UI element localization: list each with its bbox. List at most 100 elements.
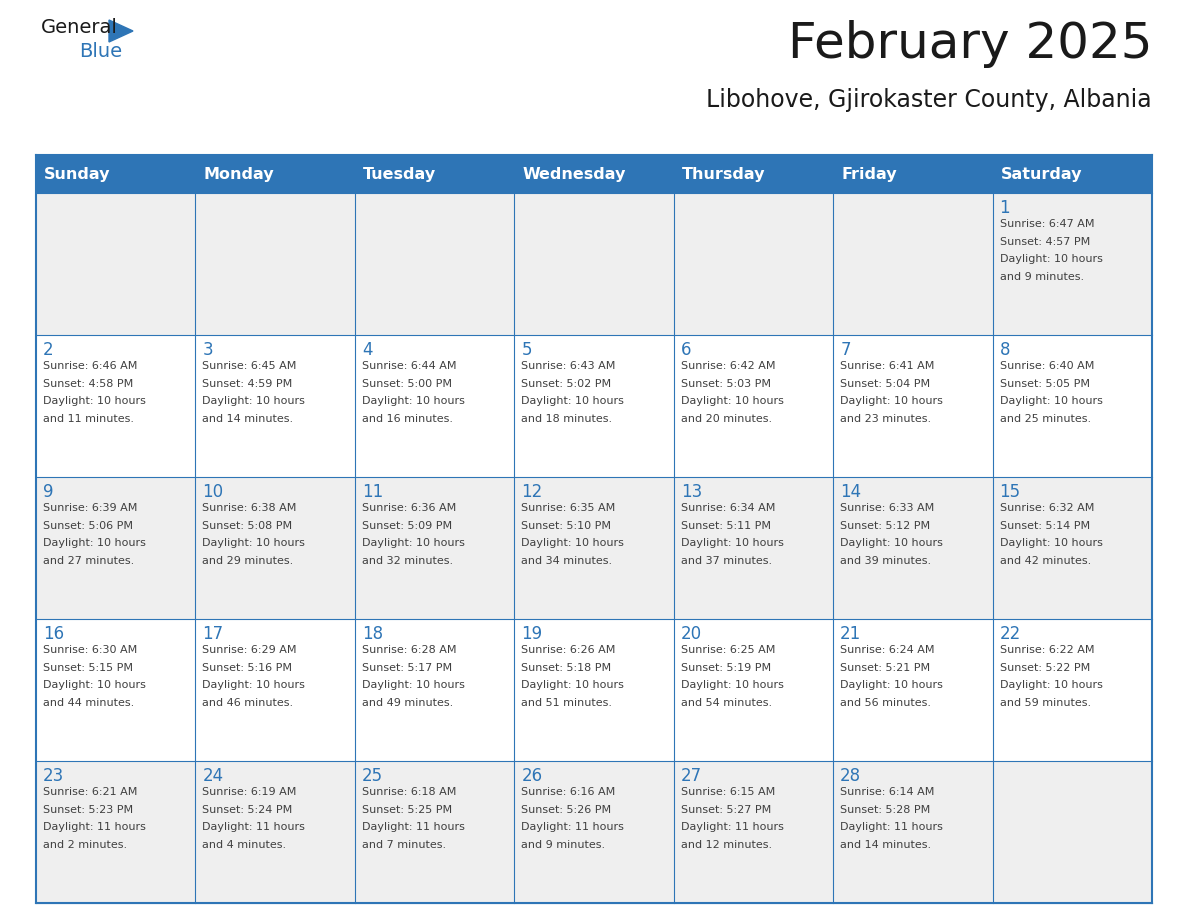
Text: 20: 20 <box>681 625 702 643</box>
Text: Sunset: 5:02 PM: Sunset: 5:02 PM <box>522 378 612 388</box>
Text: Sunrise: 6:42 AM: Sunrise: 6:42 AM <box>681 361 776 371</box>
Text: and 12 minutes.: and 12 minutes. <box>681 839 772 849</box>
Text: Daylight: 10 hours: Daylight: 10 hours <box>522 680 624 690</box>
Text: Daylight: 10 hours: Daylight: 10 hours <box>43 680 146 690</box>
Text: Sunset: 5:22 PM: Sunset: 5:22 PM <box>999 663 1089 673</box>
Text: Sunset: 5:08 PM: Sunset: 5:08 PM <box>202 521 292 531</box>
Text: Libohove, Gjirokaster County, Albania: Libohove, Gjirokaster County, Albania <box>707 88 1152 112</box>
Text: Saturday: Saturday <box>1000 166 1082 182</box>
Text: Sunrise: 6:40 AM: Sunrise: 6:40 AM <box>999 361 1094 371</box>
Text: and 59 minutes.: and 59 minutes. <box>999 698 1091 708</box>
Text: 5: 5 <box>522 341 532 359</box>
Text: and 25 minutes.: and 25 minutes. <box>999 413 1091 423</box>
Text: and 39 minutes.: and 39 minutes. <box>840 555 931 565</box>
Text: Daylight: 10 hours: Daylight: 10 hours <box>681 680 784 690</box>
Text: Sunset: 5:05 PM: Sunset: 5:05 PM <box>999 378 1089 388</box>
Bar <box>196 335 355 477</box>
Text: Daylight: 10 hours: Daylight: 10 hours <box>43 538 146 548</box>
Text: Sunset: 5:23 PM: Sunset: 5:23 PM <box>43 804 133 814</box>
Text: Sunrise: 6:15 AM: Sunrise: 6:15 AM <box>681 787 775 797</box>
Text: Sunrise: 6:18 AM: Sunrise: 6:18 AM <box>362 787 456 797</box>
Text: Sunset: 5:19 PM: Sunset: 5:19 PM <box>681 663 771 673</box>
Text: 15: 15 <box>999 483 1020 501</box>
Text: Daylight: 10 hours: Daylight: 10 hours <box>999 396 1102 406</box>
Text: Sunset: 5:06 PM: Sunset: 5:06 PM <box>43 521 133 531</box>
Bar <box>196 761 355 903</box>
Text: Blue: Blue <box>78 42 122 61</box>
Text: Sunrise: 6:26 AM: Sunrise: 6:26 AM <box>522 645 615 655</box>
Text: and 2 minutes.: and 2 minutes. <box>43 839 127 849</box>
Text: and 4 minutes.: and 4 minutes. <box>202 839 286 849</box>
Bar <box>355 619 514 761</box>
Text: and 27 minutes.: and 27 minutes. <box>43 555 134 565</box>
Text: Sunset: 5:11 PM: Sunset: 5:11 PM <box>681 521 771 531</box>
Text: Daylight: 10 hours: Daylight: 10 hours <box>999 680 1102 690</box>
Bar <box>674 155 833 193</box>
Text: 23: 23 <box>43 767 64 785</box>
Text: and 46 minutes.: and 46 minutes. <box>202 698 293 708</box>
Text: Sunrise: 6:29 AM: Sunrise: 6:29 AM <box>202 645 297 655</box>
Text: 22: 22 <box>999 625 1020 643</box>
Text: Sunset: 5:27 PM: Sunset: 5:27 PM <box>681 804 771 814</box>
Bar <box>514 155 674 193</box>
Text: Daylight: 11 hours: Daylight: 11 hours <box>202 822 305 832</box>
Text: and 56 minutes.: and 56 minutes. <box>840 698 931 708</box>
Text: Daylight: 10 hours: Daylight: 10 hours <box>202 396 305 406</box>
Bar <box>674 477 833 619</box>
Text: and 14 minutes.: and 14 minutes. <box>202 413 293 423</box>
Text: Sunrise: 6:16 AM: Sunrise: 6:16 AM <box>522 787 615 797</box>
Text: and 14 minutes.: and 14 minutes. <box>840 839 931 849</box>
Text: Tuesday: Tuesday <box>362 166 436 182</box>
Text: and 7 minutes.: and 7 minutes. <box>362 839 446 849</box>
Text: Sunset: 5:21 PM: Sunset: 5:21 PM <box>840 663 930 673</box>
Text: Sunset: 5:17 PM: Sunset: 5:17 PM <box>362 663 451 673</box>
Text: Monday: Monday <box>203 166 274 182</box>
Bar <box>674 619 833 761</box>
Text: Daylight: 10 hours: Daylight: 10 hours <box>681 396 784 406</box>
Text: Daylight: 10 hours: Daylight: 10 hours <box>522 396 624 406</box>
Text: Sunset: 4:57 PM: Sunset: 4:57 PM <box>999 237 1089 247</box>
Polygon shape <box>109 20 133 42</box>
Bar <box>833 335 992 477</box>
Text: Sunrise: 6:19 AM: Sunrise: 6:19 AM <box>202 787 297 797</box>
Text: and 20 minutes.: and 20 minutes. <box>681 413 772 423</box>
Text: Sunset: 5:16 PM: Sunset: 5:16 PM <box>202 663 292 673</box>
Text: Daylight: 10 hours: Daylight: 10 hours <box>840 396 943 406</box>
Bar <box>674 193 833 335</box>
Text: Daylight: 10 hours: Daylight: 10 hours <box>522 538 624 548</box>
Text: Sunset: 5:04 PM: Sunset: 5:04 PM <box>840 378 930 388</box>
Text: Sunset: 4:58 PM: Sunset: 4:58 PM <box>43 378 133 388</box>
Text: and 37 minutes.: and 37 minutes. <box>681 555 772 565</box>
Text: Sunset: 5:26 PM: Sunset: 5:26 PM <box>522 804 612 814</box>
Text: 8: 8 <box>999 341 1010 359</box>
Text: and 9 minutes.: and 9 minutes. <box>999 272 1083 282</box>
Bar <box>992 335 1152 477</box>
Text: 4: 4 <box>362 341 372 359</box>
Bar <box>514 335 674 477</box>
Text: 19: 19 <box>522 625 543 643</box>
Bar <box>196 193 355 335</box>
Text: 9: 9 <box>43 483 53 501</box>
Text: 7: 7 <box>840 341 851 359</box>
Text: 17: 17 <box>202 625 223 643</box>
Bar <box>833 477 992 619</box>
Text: Sunrise: 6:22 AM: Sunrise: 6:22 AM <box>999 645 1094 655</box>
Bar <box>514 193 674 335</box>
Bar <box>355 761 514 903</box>
Text: and 54 minutes.: and 54 minutes. <box>681 698 772 708</box>
Text: 11: 11 <box>362 483 383 501</box>
Bar <box>36 761 196 903</box>
Bar <box>355 155 514 193</box>
Text: General: General <box>42 18 118 37</box>
Text: Sunset: 5:24 PM: Sunset: 5:24 PM <box>202 804 292 814</box>
Text: and 23 minutes.: and 23 minutes. <box>840 413 931 423</box>
Bar <box>36 619 196 761</box>
Text: 10: 10 <box>202 483 223 501</box>
Text: Daylight: 11 hours: Daylight: 11 hours <box>522 822 624 832</box>
Text: 21: 21 <box>840 625 861 643</box>
Bar <box>196 619 355 761</box>
Text: and 9 minutes.: and 9 minutes. <box>522 839 606 849</box>
Text: Sunset: 5:12 PM: Sunset: 5:12 PM <box>840 521 930 531</box>
Text: Sunrise: 6:46 AM: Sunrise: 6:46 AM <box>43 361 138 371</box>
Bar <box>833 193 992 335</box>
